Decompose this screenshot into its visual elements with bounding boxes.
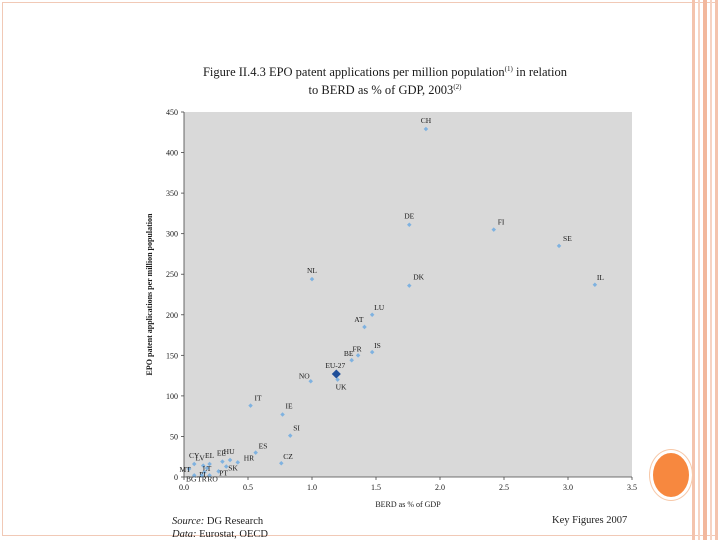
data-point xyxy=(407,283,412,288)
data-label: TR xyxy=(197,474,207,483)
data-point xyxy=(362,324,367,330)
title-line2-sup: (2) xyxy=(453,83,462,92)
y-tick-label: 150 xyxy=(166,351,178,360)
x-tick-label: 3.5 xyxy=(627,483,637,492)
data-label: LV xyxy=(196,454,206,463)
data-label: HU xyxy=(224,447,235,456)
data-label: PL xyxy=(199,470,208,479)
data-point xyxy=(308,379,313,384)
y-axis: 0 50 100 150 200 250 300 350 400 450 xyxy=(166,108,185,482)
figure-title: Figure II.4.3 EPO patent applications pe… xyxy=(165,62,605,98)
accent-circle xyxy=(650,450,692,500)
data-label: IE xyxy=(286,402,293,411)
y-tick-label: 250 xyxy=(166,270,178,279)
data-point xyxy=(279,460,284,466)
data-point xyxy=(335,377,340,382)
x-tick-label: 2.0 xyxy=(435,483,445,492)
data-label: EE xyxy=(217,449,227,458)
data-label: LT xyxy=(203,464,212,473)
x-tick-label: 1.0 xyxy=(307,483,317,492)
y-axis-label: EPO patent applications per million popu… xyxy=(145,213,154,375)
title-line1-suffix: in relation xyxy=(512,65,567,80)
data-label: IL xyxy=(597,273,604,282)
data-label: RO xyxy=(207,474,218,483)
x-axis-label: BERD as % of GDP xyxy=(375,500,441,509)
data-label: DE xyxy=(404,212,414,221)
x-axis: 0.0 0.5 1.0 1.5 2.0 2.5 3.0 3.5 xyxy=(179,476,637,492)
data-label: AT xyxy=(354,315,364,324)
x-tick-label: 0.5 xyxy=(243,483,253,492)
data-label: SE xyxy=(563,234,572,243)
data-label: BG xyxy=(186,474,197,483)
data-value: Eurostat, OECD xyxy=(196,529,268,540)
y-tick-label: 100 xyxy=(166,392,178,401)
data-label: FR xyxy=(352,344,361,353)
data-label: LU xyxy=(374,303,385,312)
data-label: NO xyxy=(299,371,310,380)
data-label: DK xyxy=(413,273,424,282)
y-tick-label: 300 xyxy=(166,230,178,239)
scatter-chart: 0 50 100 150 200 250 300 350 400 450 0.0 0.5 1.0 1.5… xyxy=(145,108,637,509)
data-label: Data: xyxy=(172,529,197,540)
y-tick-label: 350 xyxy=(166,189,178,198)
key-figures-label: Key Figures 2007 xyxy=(552,515,628,526)
data-label: FI xyxy=(498,218,505,227)
data-label: ES xyxy=(259,442,268,451)
y-tick-label: 400 xyxy=(166,149,178,158)
data-label: CY xyxy=(189,451,200,460)
y-tick-label: 0 xyxy=(174,473,178,482)
data-label: IT xyxy=(255,394,262,403)
title-line2-prefix: to BERD as % of GDP, 2003 xyxy=(308,83,454,98)
x-tick-label: 3.0 xyxy=(563,483,573,492)
data-point xyxy=(369,349,375,355)
data-label: UK xyxy=(336,383,347,392)
data-point xyxy=(280,412,285,417)
data-label: IS xyxy=(374,341,381,350)
source-value: DG Research xyxy=(204,516,264,527)
side-stripes xyxy=(690,0,720,540)
y-tick-label: 450 xyxy=(166,108,178,117)
data-label: CZ xyxy=(283,452,293,461)
data-label: MT xyxy=(179,465,191,474)
data-label: NL xyxy=(307,266,317,275)
plot-area xyxy=(184,112,632,477)
data-point xyxy=(309,276,315,282)
data-label: HR xyxy=(244,453,254,462)
source-note: Source: DG Research Data: Eurostat, OECD xyxy=(172,515,268,541)
data-label: EL xyxy=(205,451,215,460)
x-tick-label: 0.0 xyxy=(179,483,189,492)
data-label: PT xyxy=(219,468,228,477)
data-label: SK xyxy=(228,463,238,472)
data-label: SI xyxy=(293,424,300,433)
data-label: BE xyxy=(344,349,354,358)
x-tick-label: 1.5 xyxy=(371,483,381,492)
y-tick-label: 50 xyxy=(170,432,178,441)
x-tick-label: 2.5 xyxy=(499,483,509,492)
data-label: CH xyxy=(421,116,432,125)
source-label: Source: xyxy=(172,516,205,527)
data-label: EU-27 xyxy=(325,361,345,370)
title-line1-sup: (1) xyxy=(504,65,513,73)
data-point xyxy=(369,312,375,318)
title-line1-prefix: Figure II.4.3 EPO patent applications pe… xyxy=(202,65,505,80)
data-point xyxy=(253,450,258,455)
y-tick-label: 200 xyxy=(166,311,178,320)
data-point xyxy=(355,353,361,358)
data-point xyxy=(287,433,293,438)
